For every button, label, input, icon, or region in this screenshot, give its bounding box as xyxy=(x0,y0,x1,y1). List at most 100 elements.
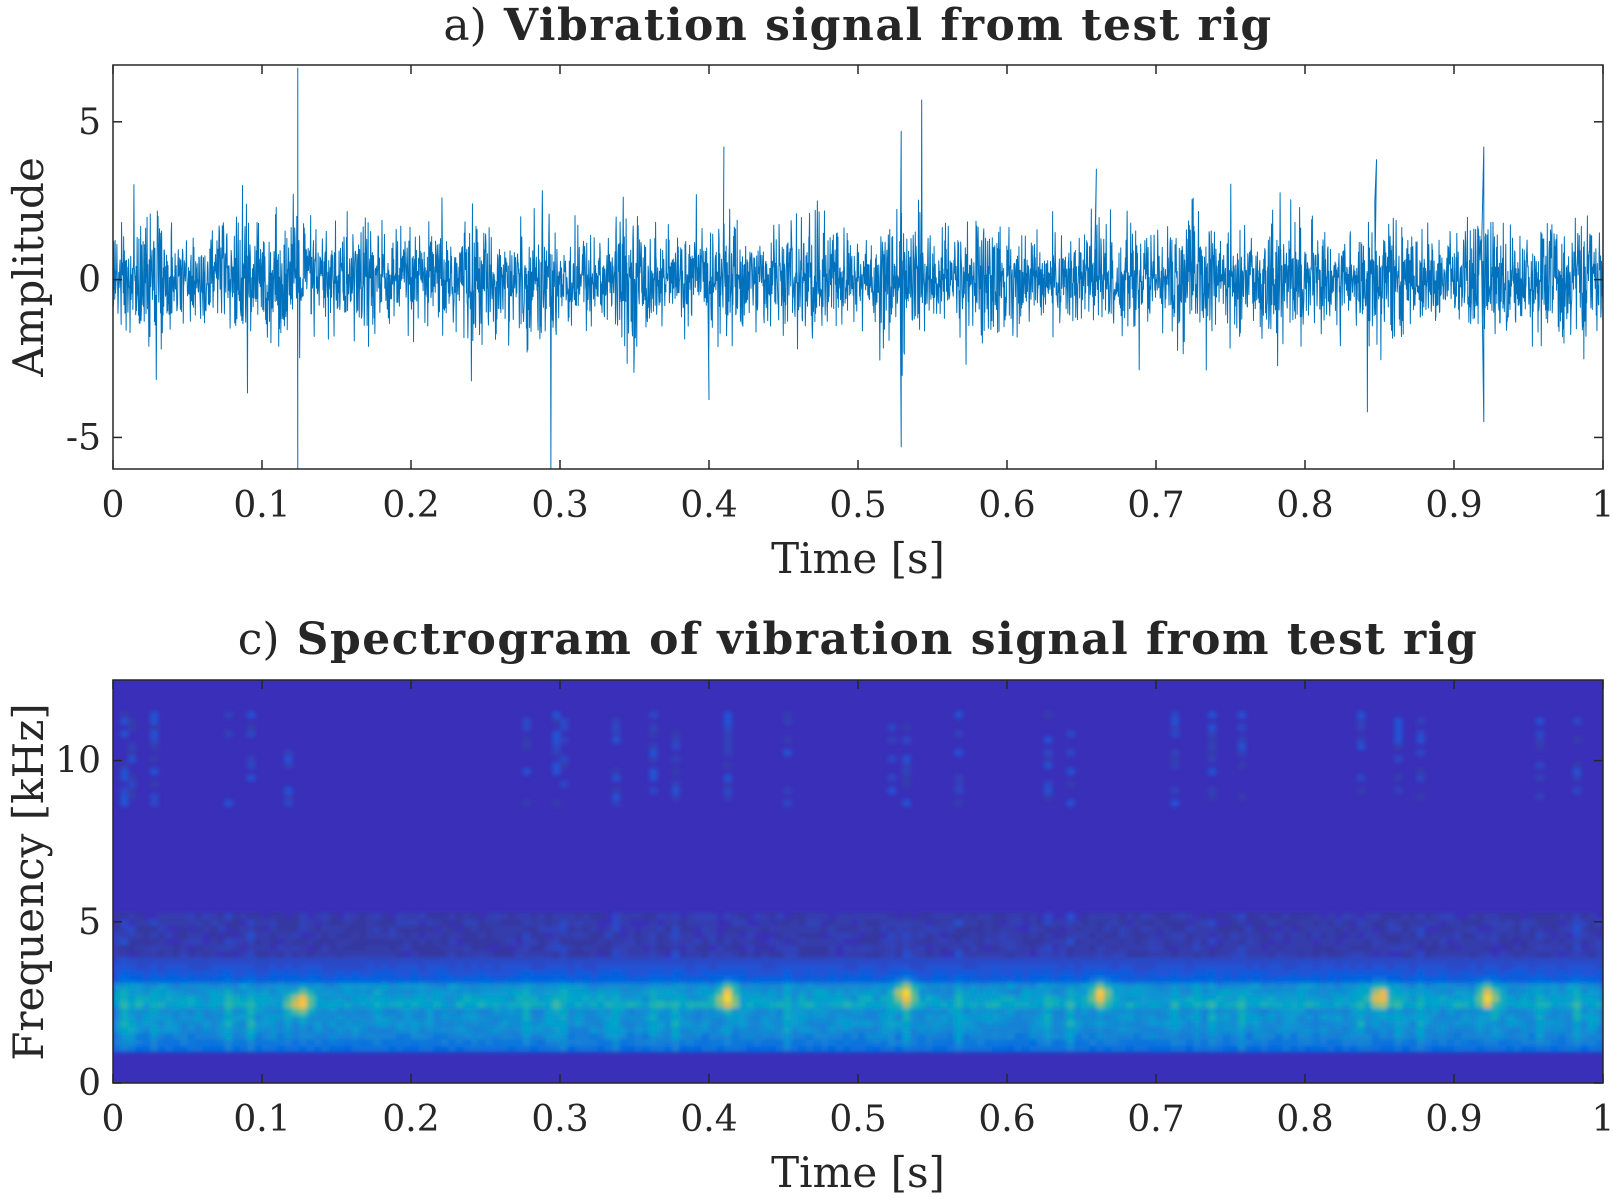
spectrogram-cell xyxy=(1260,963,1269,971)
spectrogram-cell xyxy=(343,988,352,996)
spectrogram-cell xyxy=(1014,938,1023,946)
spectrogram-cell xyxy=(1327,950,1336,958)
spectrogram-cell xyxy=(1252,938,1261,946)
spectrogram-cell xyxy=(157,988,166,996)
spectrogram-cell xyxy=(1230,957,1239,964)
spectrogram-cell xyxy=(1245,1007,1254,1015)
spectrogram-cell xyxy=(992,1013,1001,1021)
spectrogram-cell xyxy=(127,1001,136,1009)
spectrogram-cell xyxy=(1126,957,1135,964)
spectrogram-cell xyxy=(560,919,569,927)
spectrogram-cell xyxy=(455,1026,464,1034)
spectrogram-cell xyxy=(351,994,360,1002)
spectrogram-cell xyxy=(1521,938,1530,946)
spectrogram-cell xyxy=(917,950,926,958)
spectrogram-cell xyxy=(180,982,189,990)
spectrogram-cell xyxy=(1394,717,1403,725)
spectrogram-cell xyxy=(1014,957,1023,964)
spectrogram-cell xyxy=(232,994,241,1002)
spectrogram-y-axis-label: Frequency [kHz] xyxy=(4,703,53,1061)
spectrogram-cell xyxy=(202,963,211,971)
spectrogram-cell xyxy=(470,969,479,977)
spectrogram-cell xyxy=(1468,957,1477,964)
spectrogram-cell xyxy=(1483,1026,1492,1034)
spectrogram-cell xyxy=(1535,1001,1544,1009)
spectrogram-cell xyxy=(1237,1007,1246,1015)
spectrogram-cell xyxy=(589,988,598,996)
spectrogram-cell xyxy=(589,1013,598,1021)
spectrogram-cell xyxy=(500,919,509,927)
spectrogram-cell xyxy=(895,1001,904,1009)
spectrogram-cell xyxy=(1550,912,1559,920)
spectrogram-cell xyxy=(1535,1032,1544,1040)
spectrogram-cell xyxy=(813,982,822,990)
spectrogram-cell xyxy=(768,975,777,983)
spectrogram-cell xyxy=(1111,944,1120,952)
spectrogram-cell xyxy=(947,919,956,927)
spectrogram-cell xyxy=(232,1001,241,1009)
spectrogram-cell xyxy=(455,994,464,1002)
spectrogram-cell xyxy=(194,1007,203,1015)
spectrogram-cell xyxy=(1148,938,1157,946)
spectrogram-cell xyxy=(1215,957,1224,964)
spectrogram-cell xyxy=(1461,1032,1470,1040)
spectrogram-cell xyxy=(1573,963,1582,971)
spectrogram-cell xyxy=(1535,919,1544,927)
spectrogram-cell xyxy=(813,950,822,958)
spectrogram-cell xyxy=(1521,963,1530,971)
spectrogram-cell xyxy=(425,919,434,927)
spectrogram-cell xyxy=(753,994,762,1002)
spectrogram-cell xyxy=(1163,1045,1172,1053)
spectrogram-cell xyxy=(150,957,159,964)
spectrogram-cell xyxy=(1036,1045,1045,1053)
spectrogram-cell xyxy=(656,1013,665,1021)
spectrogram-cell xyxy=(798,931,807,939)
spectrogram-cell xyxy=(284,1038,293,1046)
spectrogram-cell xyxy=(1424,938,1433,946)
spectrogram-cell xyxy=(1424,1032,1433,1040)
spectrogram-cell xyxy=(1431,975,1440,983)
spectrogram-cell xyxy=(1528,1013,1537,1021)
spectrogram-cell xyxy=(1431,1045,1440,1053)
spectrogram-cell xyxy=(1550,919,1559,927)
spectrogram-cell xyxy=(992,912,1001,920)
spectrogram-cell xyxy=(1357,1038,1366,1046)
spectrogram-cell xyxy=(1439,925,1448,933)
spectrogram-cell xyxy=(388,957,397,964)
spectrogram-cell xyxy=(217,1045,226,1053)
spectrogram-cell xyxy=(627,994,636,1002)
spectrogram-cell xyxy=(932,969,941,977)
spectrogram-cell xyxy=(1193,950,1202,958)
spectrogram-cell xyxy=(448,1001,457,1009)
spectrogram-cell xyxy=(731,912,740,920)
spectrogram-cell xyxy=(254,963,263,971)
spectrogram-cell xyxy=(1319,1045,1328,1053)
spectrogram-cell xyxy=(828,944,837,952)
spectrogram-cell xyxy=(299,988,308,996)
spectrogram-cell xyxy=(1342,1001,1351,1009)
spectrogram-cell xyxy=(1543,944,1552,952)
spectrogram-cell xyxy=(925,957,934,964)
spectrogram-cell xyxy=(872,919,881,927)
spectrogram-cell xyxy=(254,982,263,990)
spectrogram-cell xyxy=(1364,1026,1373,1034)
spectrogram-cell xyxy=(478,975,487,983)
spectrogram-cell xyxy=(1521,925,1530,933)
spectrogram-title-main: Spectrogram of vibration signal from tes… xyxy=(297,614,1479,665)
spectrogram-cell xyxy=(425,1007,434,1015)
spectrogram-cell xyxy=(716,969,725,977)
spectrogram-cell xyxy=(343,931,352,939)
spectrogram-cell xyxy=(1535,1045,1544,1053)
spectrogram-cell xyxy=(627,931,636,939)
spectrogram-cell xyxy=(671,793,680,801)
spectrogram-cell xyxy=(731,919,740,927)
spectrogram-cell xyxy=(969,1032,978,1040)
spectrogram-cell xyxy=(969,994,978,1002)
vibration-x-tick-label: 1 xyxy=(1592,485,1613,526)
spectrogram-cell xyxy=(388,925,397,933)
spectrogram-cell xyxy=(872,944,881,952)
spectrogram-cell xyxy=(1513,969,1522,977)
spectrogram-cell xyxy=(679,994,688,1002)
spectrogram-cell xyxy=(224,944,233,952)
spectrogram-cell xyxy=(1051,963,1060,971)
